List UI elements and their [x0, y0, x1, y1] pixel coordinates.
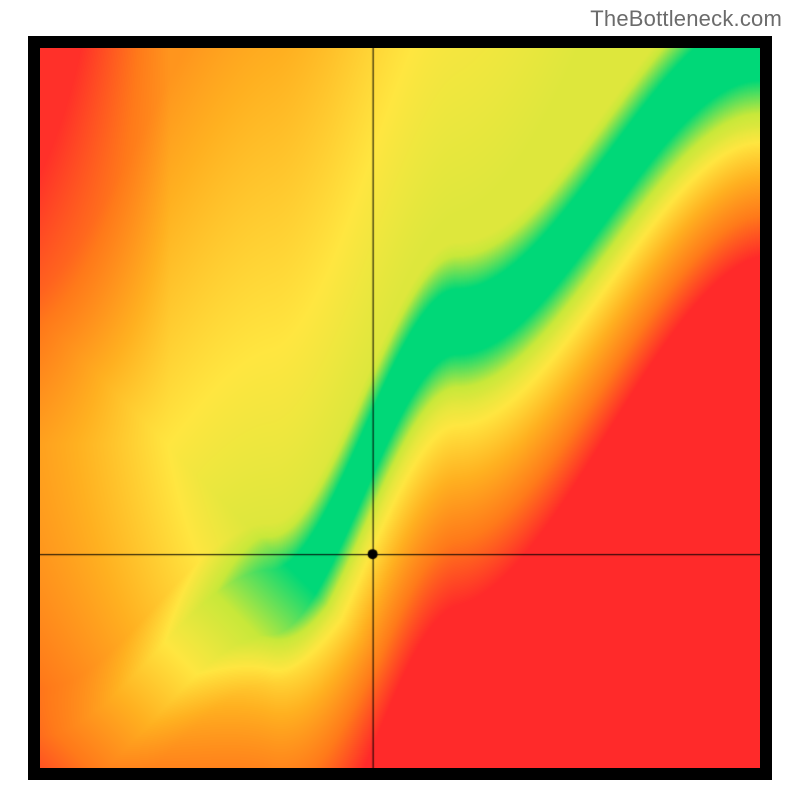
- watermark-text: TheBottleneck.com: [590, 6, 782, 32]
- heatmap-canvas: [40, 48, 760, 768]
- plot-frame: [28, 36, 772, 780]
- chart-container: TheBottleneck.com: [0, 0, 800, 800]
